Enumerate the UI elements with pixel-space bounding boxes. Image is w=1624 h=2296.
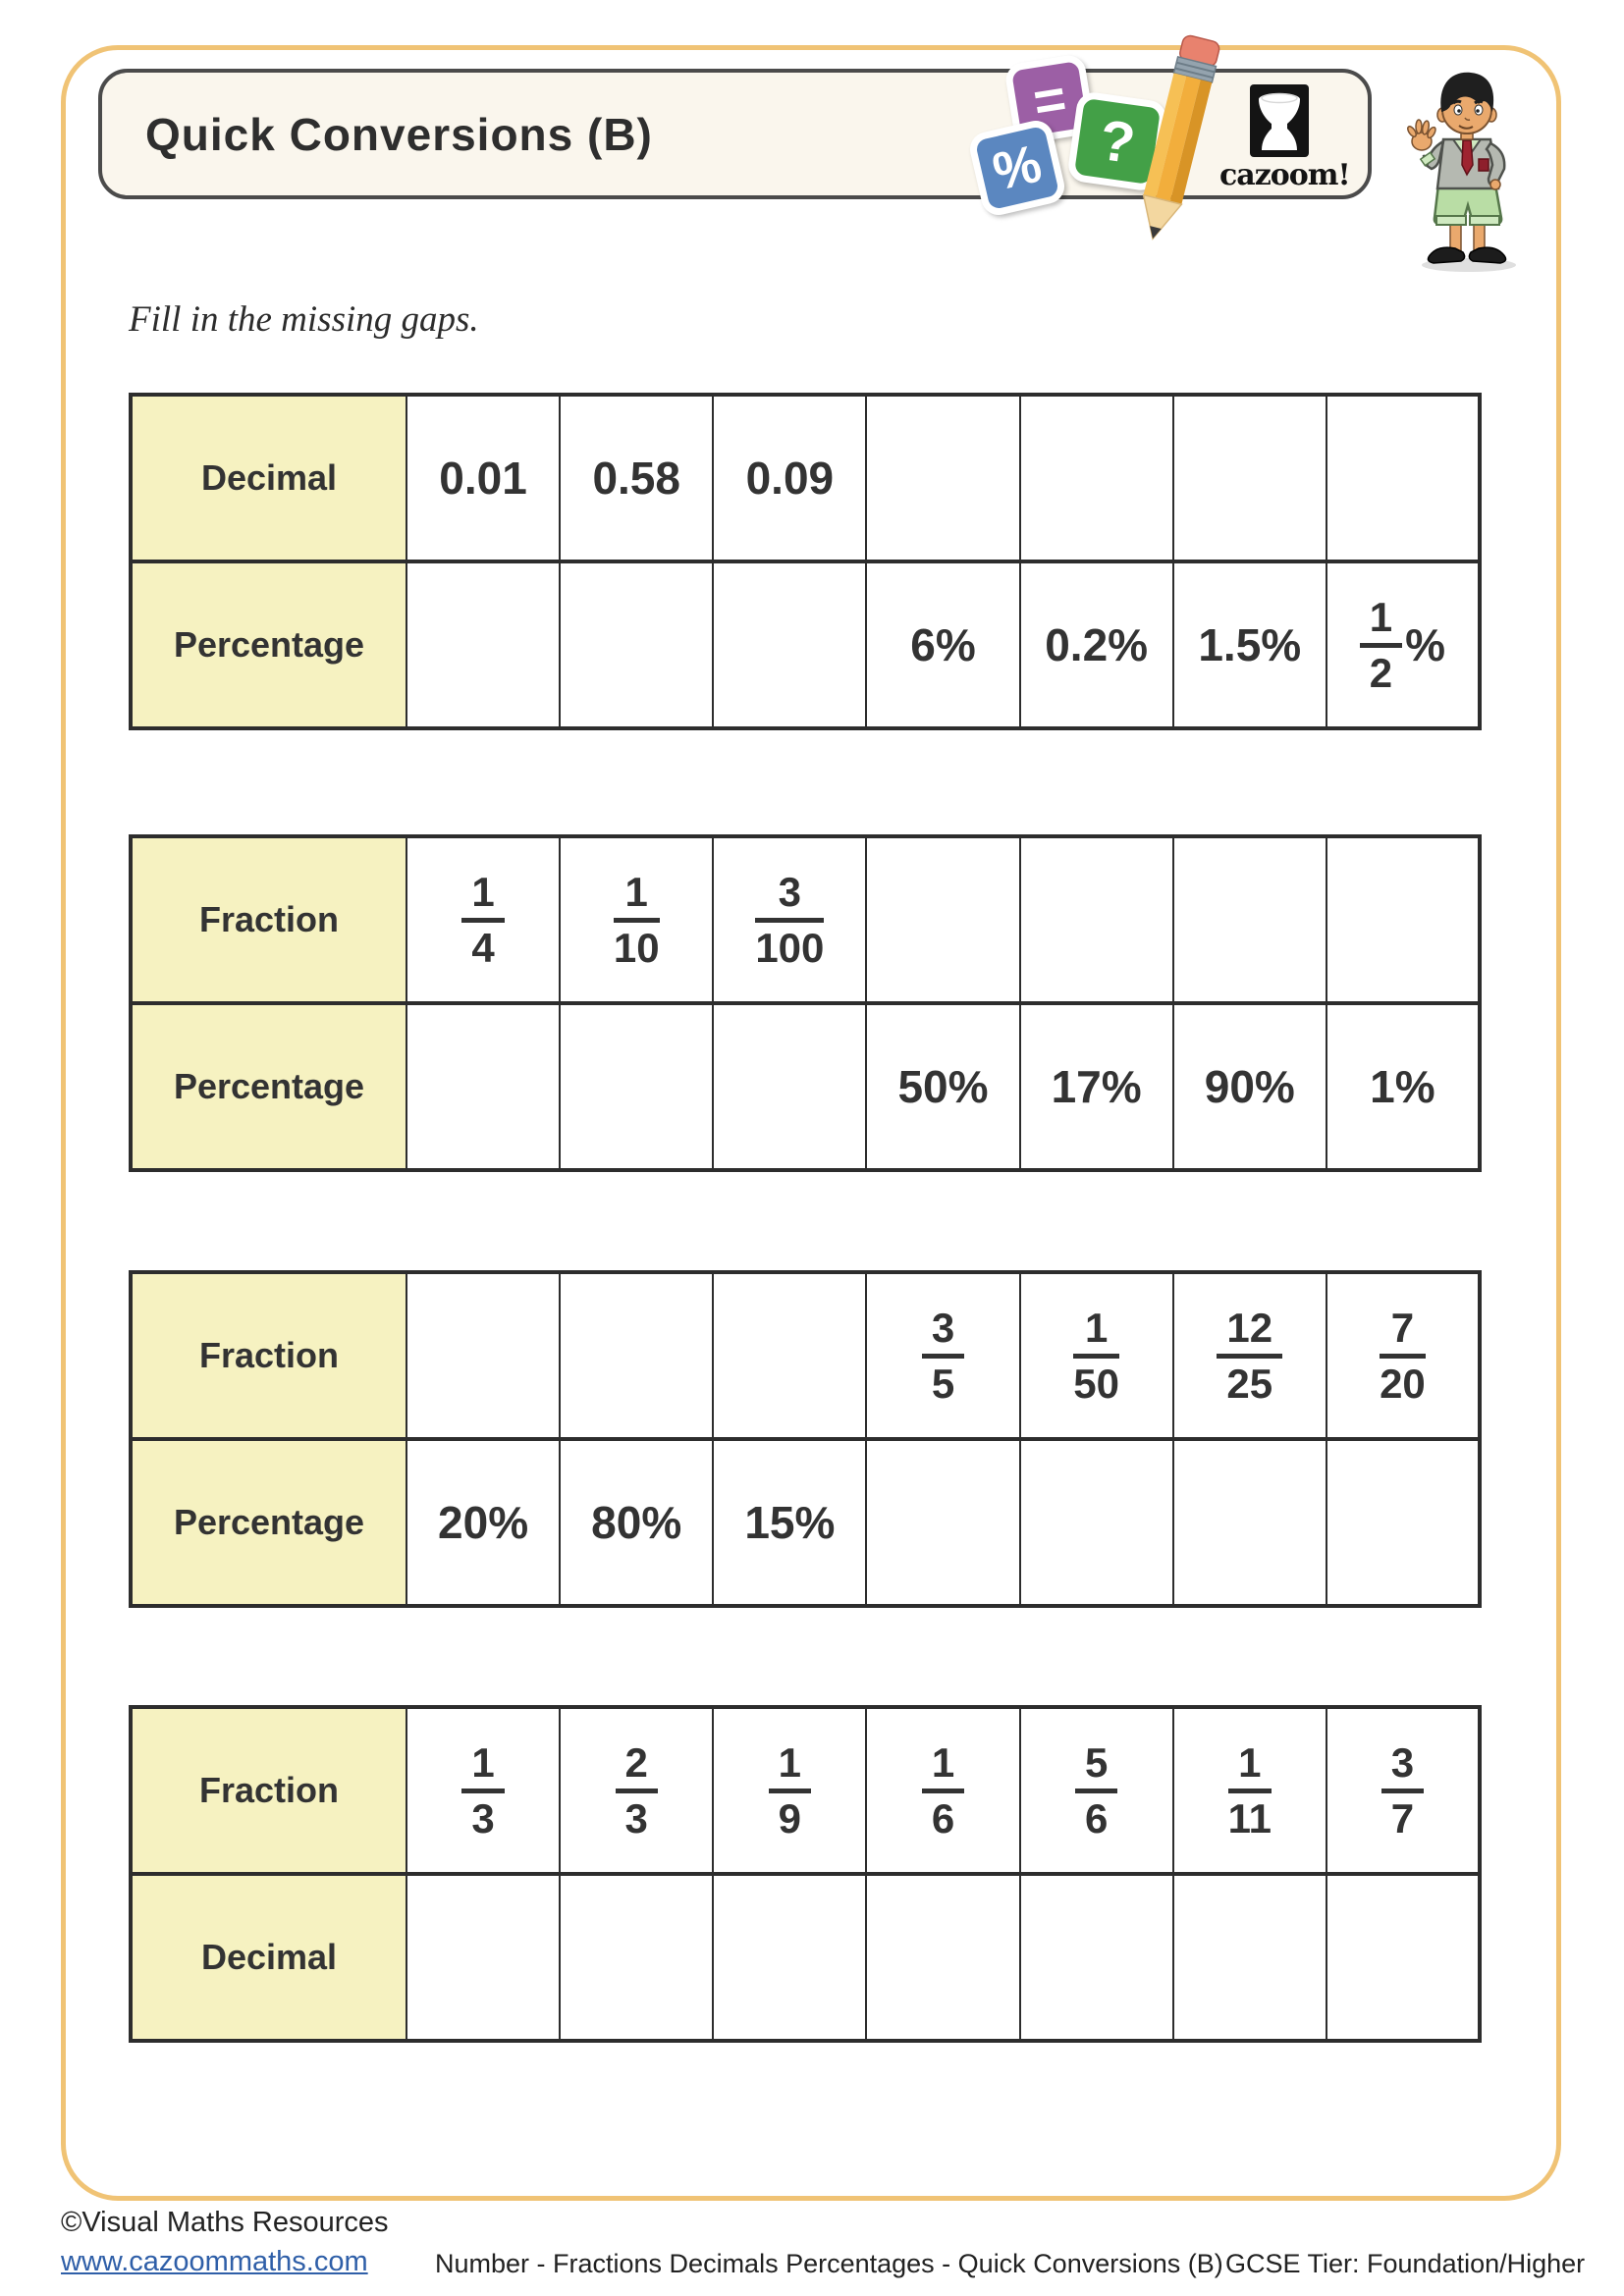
value-cell: 7 20 (1325, 1271, 1482, 1441)
page-title: Quick Conversions (B) (145, 108, 653, 160)
value-cell: 6% (865, 561, 1021, 729)
conversion-table-1: Decimal 0.01 0.58 0.09 Percentage 6% 0.2% 1.5% 1… (129, 393, 1482, 730)
blank-answer-cell (405, 1271, 562, 1441)
row-label: Percentage (130, 1438, 407, 1607)
blank-answer-cell (865, 1873, 1021, 2042)
worksheet-topic-text: Number - Fractions Decimals Percentages … (435, 2249, 1223, 2278)
blank-answer-cell (1018, 1438, 1174, 1607)
blank-answer-cell (712, 561, 868, 729)
row-label: Percentage (130, 561, 407, 729)
row-label: Decimal (130, 1873, 407, 2042)
blank-answer-cell (712, 1002, 868, 1171)
row-label: Percentage (130, 1002, 407, 1171)
blank-answer-cell (712, 1873, 868, 2042)
blank-answer-cell (1171, 835, 1327, 1005)
blank-answer-cell (1018, 835, 1174, 1005)
conversion-table-2: Fraction 1 4 1 10 3 100 Percentage 50% 17% 90% 1% (129, 834, 1482, 1172)
cazoommaths-link[interactable]: www.cazoommaths.com (61, 2246, 368, 2277)
blank-answer-cell (559, 1002, 715, 1171)
conversion-table-4: Fraction 1 3 2 3 1 9 1 6 5 6 1 11 3 7 Decimal (129, 1705, 1482, 2043)
blank-answer-cell (1171, 1438, 1327, 1607)
conversion-table-3: Fraction 3 5 1 50 12 25 7 20 Percentage 20% 80% 15% (129, 1270, 1482, 1608)
blank-answer-cell (865, 1438, 1021, 1607)
value-cell: 1 50 (1018, 1271, 1174, 1441)
page-border (61, 45, 1561, 2201)
row-label: Fraction (130, 1706, 407, 1876)
value-cell: 90% (1171, 1002, 1327, 1171)
fraction-value: 12 25 (1217, 1306, 1283, 1406)
fraction-value: 1 11 (1227, 1739, 1272, 1842)
value-cell: 20% (405, 1438, 562, 1607)
blank-answer-cell (1171, 394, 1327, 563)
student-character-illustration (1407, 72, 1516, 272)
value-cell: 80% (559, 1438, 715, 1607)
row-label: Fraction (130, 835, 407, 1005)
value-cell: 0.01 (405, 394, 562, 563)
value-cell: 50% (865, 1002, 1021, 1171)
blank-answer-cell (559, 561, 715, 729)
value-cell: 1 2% (1325, 561, 1482, 729)
pencil-icon (1142, 34, 1220, 240)
blank-answer-cell (559, 1271, 715, 1441)
value-cell: 0.58 (559, 394, 715, 563)
blank-answer-cell (405, 1873, 562, 2042)
blank-answer-cell (1325, 394, 1482, 563)
percent-glyph: % (987, 133, 1048, 202)
value-cell: 0.2% (1018, 561, 1174, 729)
fraction-value: 1 10 (613, 869, 660, 971)
copyright-text: ©Visual Maths Resources (61, 2207, 389, 2238)
blank-answer-cell (1018, 394, 1174, 563)
blank-answer-cell (405, 1002, 562, 1171)
blank-answer-cell (1171, 1873, 1327, 2042)
blank-answer-cell (1018, 1873, 1174, 2042)
gcse-tier-text: GCSE Tier: Foundation/Higher (1225, 2249, 1586, 2278)
djembe-drum-icon (1259, 92, 1300, 150)
value-cell: 1.5% (1171, 561, 1327, 729)
blank-answer-cell (1325, 1438, 1482, 1607)
blank-answer-cell (712, 1271, 868, 1441)
logo-wordmark: cazoom! (1219, 158, 1351, 192)
logo-box (1250, 84, 1309, 157)
value-cell: 1% (1325, 1002, 1482, 1171)
blank-answer-cell (559, 1873, 715, 2042)
value-cell: 17% (1018, 1002, 1174, 1171)
row-label: Fraction (130, 1271, 407, 1441)
value-cell: 1 10 (559, 835, 715, 1005)
blank-answer-cell (405, 561, 562, 729)
fraction-value: 3 100 (755, 869, 825, 971)
blank-answer-cell (865, 394, 1021, 563)
cazoom-logo: cazoom! (1219, 84, 1351, 192)
value-cell: 1 11 (1171, 1706, 1327, 1876)
instruction-text: Fill in the missing gaps. (129, 299, 479, 340)
blank-answer-cell (1325, 835, 1482, 1005)
fraction-suffix: % (1405, 619, 1446, 670)
value-cell: 0.09 (712, 394, 868, 563)
fraction-value: 1 50 (1073, 1305, 1119, 1407)
row-label: Decimal (130, 394, 407, 563)
value-cell: 12 25 (1171, 1271, 1327, 1441)
blank-answer-cell (1325, 1873, 1482, 2042)
blank-answer-cell (865, 835, 1021, 1005)
value-cell: 3 100 (712, 835, 868, 1005)
fraction-value: 7 20 (1380, 1305, 1426, 1407)
value-cell: 15% (712, 1438, 868, 1607)
